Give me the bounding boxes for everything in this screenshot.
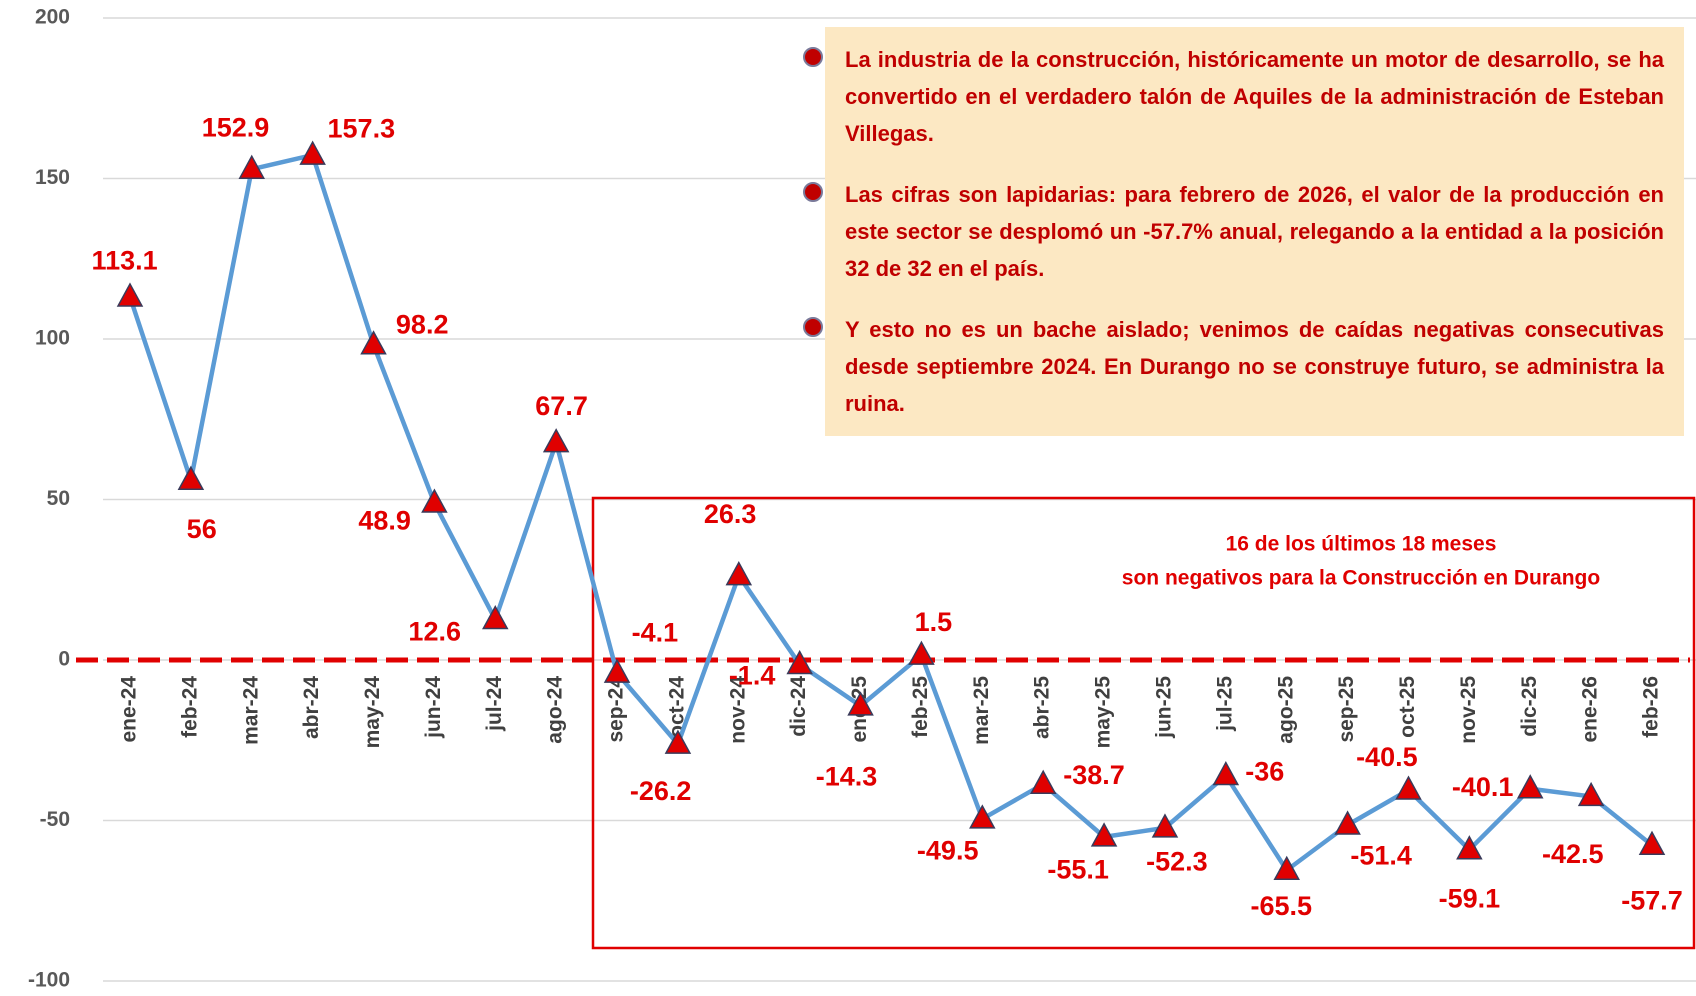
bullet	[803, 317, 823, 337]
x-tick-label: jun-24	[422, 676, 445, 739]
marker	[116, 282, 144, 307]
x-tick-label: ene-24	[118, 676, 141, 743]
marker	[664, 729, 692, 754]
data-label: 67.7	[535, 391, 588, 421]
y-tick-label: 200	[35, 6, 70, 29]
data-label: 98.2	[396, 310, 449, 340]
data-label: -52.3	[1146, 847, 1208, 877]
data-label: 56	[187, 514, 217, 544]
marker	[1273, 855, 1300, 881]
marker	[177, 465, 205, 490]
y-tick-label: 150	[35, 166, 70, 189]
bullet	[803, 182, 823, 202]
marker	[542, 428, 570, 453]
marker	[1029, 769, 1057, 794]
x-tick-label: sep-24	[605, 676, 628, 743]
marker	[725, 561, 753, 586]
marker	[908, 640, 935, 665]
x-tick-label: ago-24	[544, 676, 567, 744]
data-label: -4.1	[632, 617, 679, 647]
marker	[786, 649, 813, 675]
paragraph: Y esto no es un bache aislado; venimos d…	[803, 311, 1664, 422]
data-label: 113.1	[92, 245, 158, 275]
x-tick-label: may-25	[1092, 676, 1115, 749]
x-tick-label: feb-26	[1640, 676, 1663, 738]
data-label: -65.5	[1251, 891, 1313, 921]
marker	[1456, 835, 1483, 860]
x-tick-label: jun-25	[1153, 676, 1176, 739]
marker	[238, 154, 266, 179]
x-tick-label: oct-25	[1396, 676, 1419, 738]
annotation: 16 de los últimos 18 meses	[1226, 533, 1497, 556]
data-label: -14.3	[816, 761, 878, 791]
marker	[1395, 775, 1422, 800]
data-label: -55.1	[1047, 855, 1109, 885]
x-tick-label: feb-25	[909, 676, 932, 738]
x-tick-label: jul-24	[483, 676, 506, 732]
paragraph-text: Las cifras son lapidarias: para febrero …	[845, 182, 1664, 281]
data-label: -38.7	[1063, 760, 1125, 790]
paragraph: La industria de la construcción, históri…	[803, 41, 1664, 152]
y-tick-label: 50	[47, 487, 70, 510]
x-tick-label: mar-25	[970, 676, 993, 745]
marker	[969, 804, 996, 829]
x-tick-label: dic-24	[787, 676, 810, 737]
marker	[1577, 781, 1605, 807]
y-tick-label: 100	[35, 327, 70, 350]
marker	[1638, 830, 1666, 855]
x-tick-label: oct-24	[665, 676, 688, 738]
data-label: 157.3	[328, 113, 396, 143]
x-tick-label: abr-24	[300, 676, 323, 739]
x-tick-label: dic-25	[1518, 676, 1541, 737]
x-tick-label: abr-25	[1031, 676, 1054, 739]
data-label: -51.4	[1350, 841, 1412, 871]
marker	[299, 140, 326, 165]
marker	[1090, 822, 1118, 847]
marker	[421, 488, 448, 513]
x-tick-label: may-24	[361, 676, 384, 749]
annotation: son negativos para la Construcción en Du…	[1122, 567, 1600, 590]
data-label: -49.5	[917, 836, 979, 866]
data-label: -36	[1245, 757, 1284, 787]
marker	[360, 330, 387, 355]
paragraph-text: Y esto no es un bache aislado; venimos d…	[845, 317, 1664, 416]
data-label: -59.1	[1439, 884, 1501, 914]
marker	[847, 691, 874, 716]
marker	[1212, 760, 1240, 786]
text-box: La industria de la construcción, históri…	[803, 27, 1684, 436]
marker	[482, 604, 509, 630]
highlight-frame	[591, 496, 1696, 950]
marker	[1151, 813, 1179, 838]
marker	[603, 658, 631, 683]
paragraph: Las cifras son lapidarias: para febrero …	[803, 176, 1664, 287]
data-label: 48.9	[358, 506, 411, 536]
marker	[1516, 774, 1544, 799]
data-label: -1.4	[729, 661, 776, 691]
data-label: -40.1	[1452, 772, 1514, 802]
x-tick-label: jul-25	[1213, 676, 1236, 732]
x-tick-label: feb-24	[178, 676, 201, 738]
data-label: 12.6	[408, 617, 461, 647]
x-tick-label: mar-24	[239, 676, 262, 745]
x-tick-label: sep-25	[1335, 676, 1358, 743]
x-tick-label: nov-24	[726, 676, 749, 744]
y-tick-label: 0	[58, 648, 70, 671]
data-label: 26.3	[704, 499, 757, 529]
x-tick-label: nov-25	[1457, 676, 1480, 744]
x-tick-label: ago-25	[1274, 676, 1297, 744]
y-tick-label: -100	[28, 969, 70, 992]
x-tick-label: ene-26	[1579, 676, 1602, 743]
data-label: -57.7	[1621, 886, 1683, 916]
y-tick-label: -50	[40, 808, 70, 831]
data-label: 1.5	[915, 607, 953, 637]
data-label: 152.9	[202, 112, 270, 142]
paragraph-text: La industria de la construcción, históri…	[845, 47, 1664, 146]
bullet	[803, 47, 823, 67]
data-label: -42.5	[1542, 839, 1604, 869]
data-label: -40.5	[1356, 742, 1418, 772]
data-label: -26.2	[630, 776, 692, 806]
marker	[1334, 810, 1361, 835]
